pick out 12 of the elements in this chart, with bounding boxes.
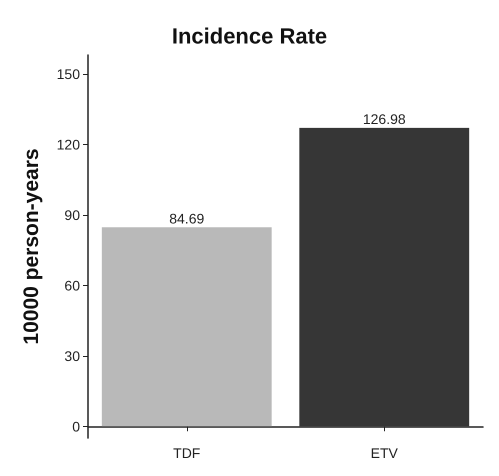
data-label: 84.69 bbox=[169, 210, 204, 226]
chart-title: Incidence Rate bbox=[172, 24, 328, 48]
data-label: 126.98 bbox=[362, 110, 406, 127]
y-axis-title: 10000 person-years bbox=[20, 148, 43, 345]
x-tick-label: ETV bbox=[370, 445, 399, 461]
y-tick-label: 30 bbox=[64, 348, 80, 364]
y-tick-label: 120 bbox=[56, 136, 80, 152]
y-tick-label: 0 bbox=[72, 418, 80, 434]
y-tick-label: 150 bbox=[56, 66, 80, 82]
y-tick-label: 90 bbox=[64, 206, 80, 223]
y-tick-label: 60 bbox=[64, 277, 80, 294]
x-tick-label: TDF bbox=[173, 445, 200, 461]
